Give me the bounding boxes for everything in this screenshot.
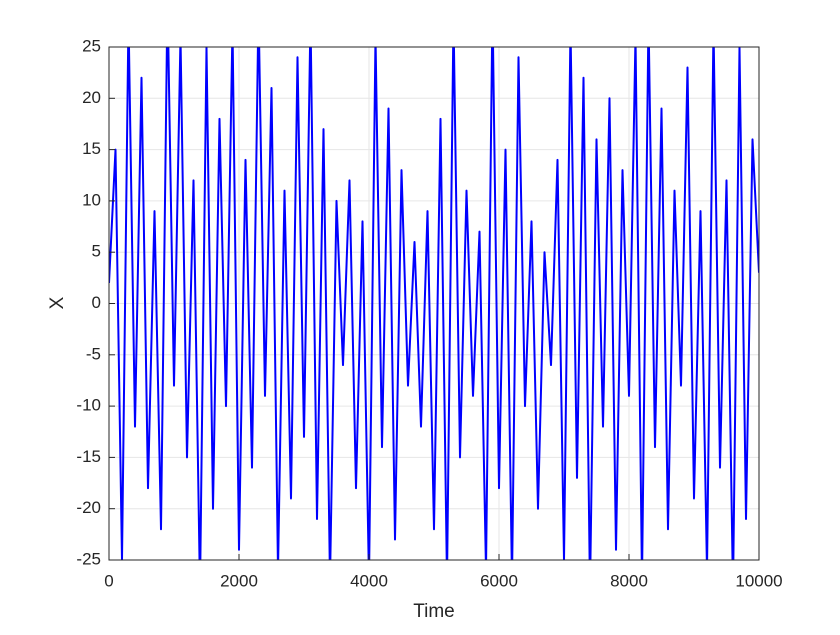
x-tick-label: 10000 bbox=[735, 571, 782, 590]
y-axis-label: X bbox=[47, 296, 68, 309]
x-tick-label: 0 bbox=[104, 571, 113, 590]
y-tick-label: -5 bbox=[86, 344, 101, 363]
y-tick-label: -10 bbox=[76, 396, 101, 415]
y-tick-label: 10 bbox=[82, 190, 101, 209]
y-tick-label: -15 bbox=[76, 447, 101, 466]
y-tick-label: 0 bbox=[92, 293, 101, 312]
y-tick-label: 5 bbox=[92, 242, 101, 261]
x-tick-label: 2000 bbox=[220, 571, 258, 590]
data-line bbox=[109, 47, 759, 560]
y-tick-label: 15 bbox=[82, 139, 101, 158]
y-tick-label: 20 bbox=[82, 88, 101, 107]
x-tick-label: 4000 bbox=[350, 571, 388, 590]
y-tick-label: 25 bbox=[82, 36, 101, 55]
x-tick-label: 8000 bbox=[610, 571, 648, 590]
y-tick-label: -20 bbox=[76, 498, 101, 517]
y-tick-label: -25 bbox=[76, 549, 101, 568]
x-axis-label: Time bbox=[413, 601, 455, 622]
x-tick-label: 6000 bbox=[480, 571, 518, 590]
